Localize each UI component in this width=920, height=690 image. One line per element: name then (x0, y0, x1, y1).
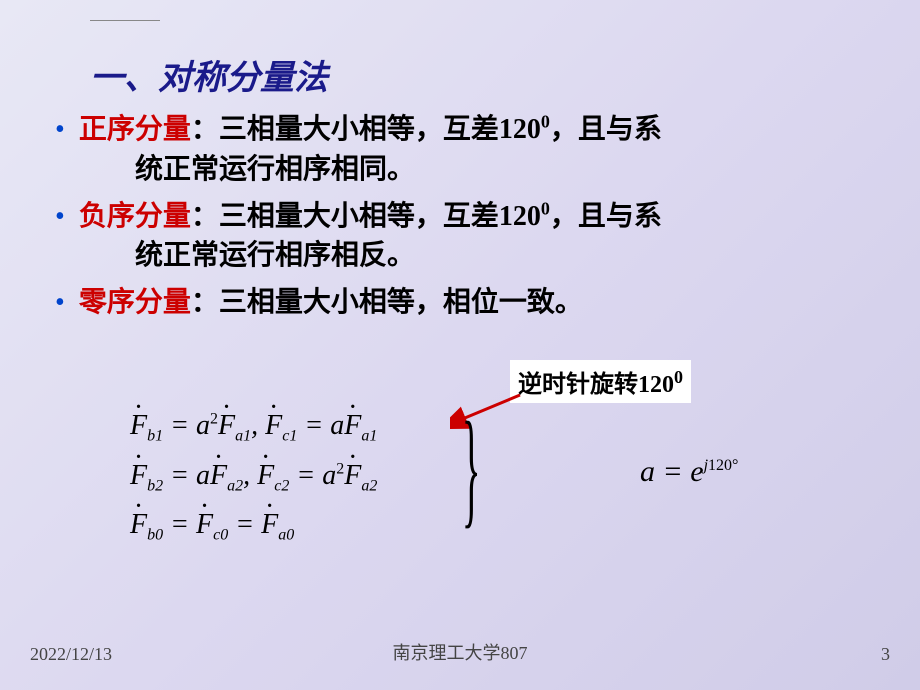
footer-center: 南京理工大学807 (393, 639, 528, 665)
bullet-list: • 正序分量：三相量大小相等，互差1200，且与系 统正常运行相序相同。 • 负… (55, 110, 870, 331)
bullet-item-3: • 零序分量：三相量大小相等，相位一致。 (55, 283, 870, 322)
bullet-item-2: • 负序分量：三相量大小相等，互差1200，且与系 统正常运行相序相反。 (55, 197, 870, 276)
bullet-marker: • (55, 110, 65, 149)
bullet-item-1: • 正序分量：三相量大小相等，互差1200，且与系 统正常运行相序相同。 (55, 110, 870, 189)
bullet-marker: • (55, 283, 65, 322)
top-divider (90, 20, 160, 21)
brace-icon: } (462, 410, 481, 527)
bullet-content: 零序分量：三相量大小相等，相位一致。 (79, 287, 583, 318)
bullet-content: 负序分量：三相量大小相等，互差1200，且与系 (79, 201, 662, 232)
bullet-marker: • (55, 197, 65, 236)
equations: Fb1 = a2Fa1, Fc1 = aFa1 Fb2 = aFa2, Fc2 … (130, 410, 377, 559)
section-title: 一、对称分量法 (90, 50, 328, 99)
bullet-highlight: 正序分量 (79, 114, 191, 145)
bullet-cont: 统正常运行相序相同。 (55, 150, 870, 189)
annotation-label: 逆时针旋转1200 (510, 360, 691, 403)
eq-line-2: Fb2 = aFa2, Fc2 = a2Fa2 (130, 460, 377, 496)
bullet-highlight: 零序分量 (79, 287, 191, 318)
a-definition: a = ej120° (640, 455, 738, 489)
bullet-highlight: 负序分量 (79, 201, 191, 232)
eq-line-1: Fb1 = a2Fa1, Fc1 = aFa1 (130, 410, 377, 446)
bullet-cont: 统正常运行相序相反。 (55, 236, 870, 275)
bullet-content: 正序分量：三相量大小相等，互差1200，且与系 (79, 114, 662, 145)
footer-page: 3 (881, 644, 890, 665)
eq-line-3: Fb0 = Fc0 = Fa0 (130, 509, 377, 545)
footer-date: 2022/12/13 (30, 644, 112, 665)
